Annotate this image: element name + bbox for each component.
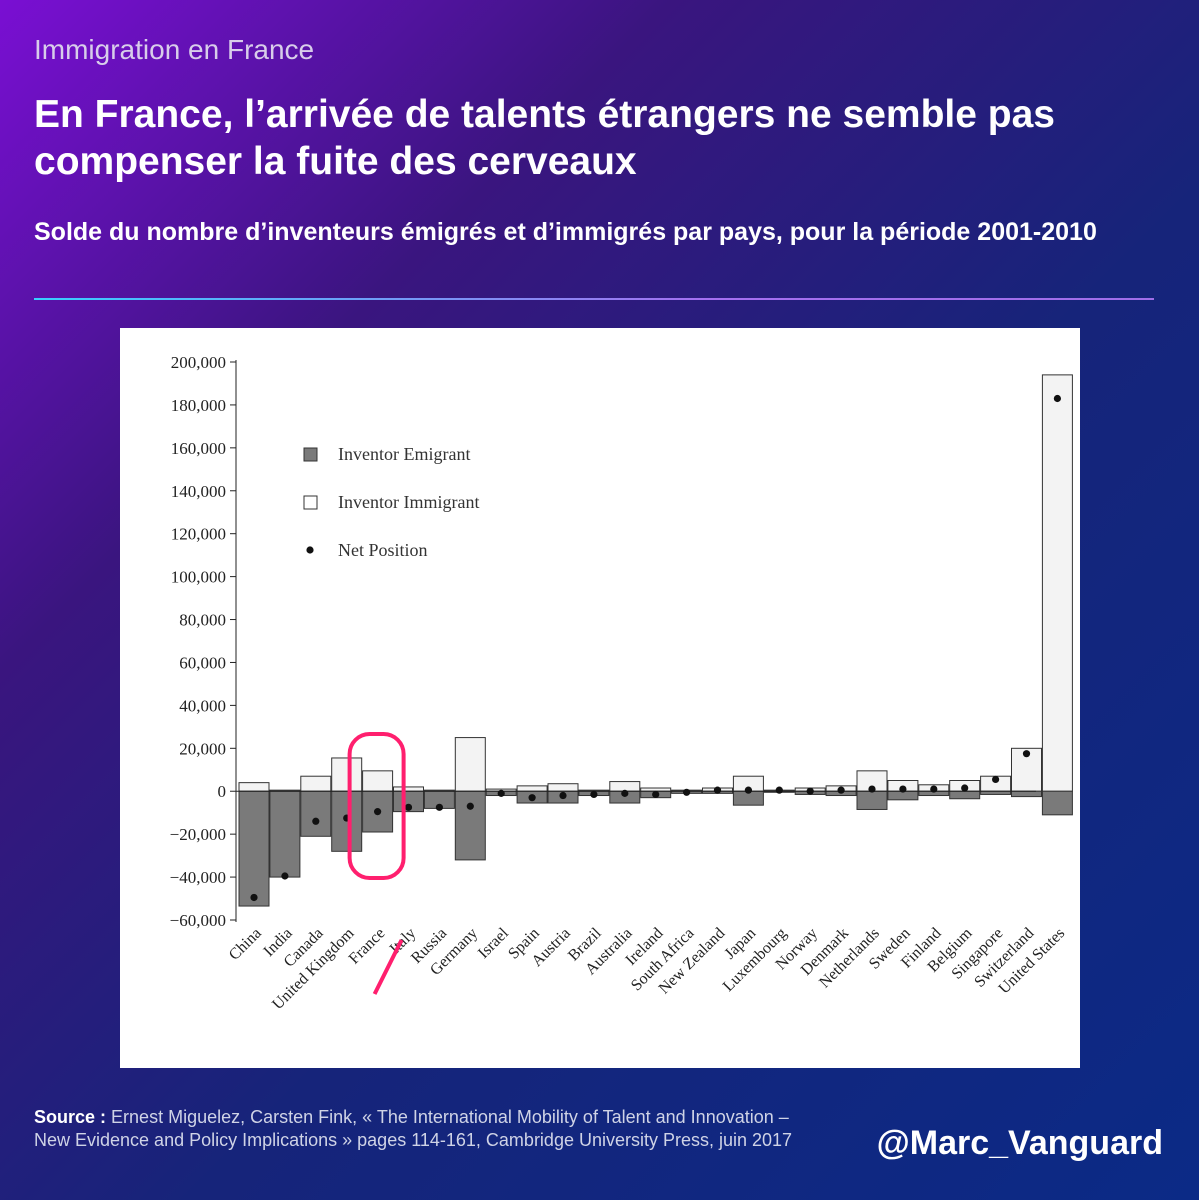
x-category-label: China [226, 925, 265, 964]
emigrant-bar [238, 790, 270, 907]
net-position-dot [868, 785, 876, 793]
net-position-dot [559, 791, 567, 800]
legend-label: Inventor Emigrant [338, 444, 470, 464]
net-position-dot [497, 789, 505, 797]
emigrant-bar [454, 790, 486, 861]
legend-label: Inventor Immigrant [338, 492, 479, 512]
net-position-dot [281, 872, 289, 880]
immigrant-bar [331, 757, 363, 792]
y-tick-label: 180,000 [171, 396, 226, 415]
emigrant-bar [1011, 790, 1042, 798]
y-tick-label: −60,000 [170, 911, 226, 930]
immigrant-bar [547, 783, 579, 792]
france-underline-mark [372, 939, 404, 995]
bar-chart: 200,000 180,000 160,000 140,000 120,000 100,0… [170, 353, 1073, 1013]
source-text: Ernest Miguelez, Carsten Fink, « The Int… [34, 1107, 793, 1151]
immigrant-bar [362, 770, 394, 792]
france-highlight-ring [347, 732, 406, 880]
chart-panel: 200,000 180,000 160,000 140,000 120,000 100,0… [120, 328, 1080, 1068]
net-position-dot [744, 786, 753, 794]
legend-swatch [303, 447, 318, 462]
immigrant-bar [1041, 374, 1073, 792]
immigrant-bar [454, 737, 486, 792]
y-tick-label: 80,000 [179, 611, 226, 630]
net-position-dot [775, 786, 783, 794]
emigrant-bar [269, 790, 301, 878]
y-tick-label: −20,000 [170, 825, 226, 844]
y-tick-label: 140,000 [171, 482, 226, 501]
emigrant-bar [1041, 790, 1073, 816]
legend-swatch [303, 495, 318, 510]
y-tick-label: 20,000 [179, 739, 226, 758]
net-position-dot [404, 803, 413, 811]
net-position-dot [312, 817, 320, 825]
net-position-dot [961, 784, 969, 792]
author-handle: @Marc_Vanguard [876, 1124, 1163, 1162]
net-position-dot [930, 785, 938, 793]
emigrant-bar [856, 790, 888, 810]
net-position-dot [992, 775, 1000, 784]
net-position-dot [466, 802, 474, 810]
net-position-dot [374, 808, 382, 816]
legend-swatch [306, 546, 314, 554]
net-position-dot [683, 788, 691, 796]
net-position-dot [250, 893, 258, 902]
immigrant-bar [1011, 747, 1042, 792]
y-tick-label: 60,000 [179, 653, 226, 672]
source-note: Source : Ernest Miguelez, Carsten Fink, … [34, 1106, 814, 1153]
y-tick-label: 160,000 [171, 439, 226, 458]
y-tick-label: 100,000 [171, 568, 226, 587]
x-category-label: Israel [475, 924, 513, 962]
net-position-dot [528, 794, 536, 802]
y-tick-label: 200,000 [171, 353, 226, 372]
divider-line [34, 298, 1154, 300]
y-tick-label: −40,000 [170, 868, 226, 887]
emigrant-bar [949, 790, 981, 800]
immigrant-bar [516, 785, 548, 792]
net-position-dot [590, 790, 598, 799]
immigrant-bar [393, 786, 424, 792]
immigrant-bar [300, 775, 332, 792]
net-position-dot [806, 787, 814, 795]
net-position-dot [652, 790, 660, 799]
net-position-dot [899, 785, 907, 793]
emigrant-bar [300, 790, 332, 837]
headline: En France, l’arrivée de talents étranger… [34, 93, 1055, 183]
y-tick-label: 120,000 [171, 525, 226, 544]
net-position-dot [435, 803, 443, 811]
net-position-dot [713, 786, 722, 794]
net-position-dot [837, 786, 845, 794]
y-tick-label: 40,000 [179, 696, 226, 715]
net-position-dot [1053, 394, 1061, 403]
source-label: Source : [34, 1107, 107, 1127]
kicker-label: Immigration en France [34, 34, 315, 65]
immigrant-bar [238, 782, 270, 792]
legend-label: Net Position [338, 540, 428, 560]
chart-subtitle: Solde du nombre d’inventeurs émigrés et … [34, 218, 1097, 246]
x-category-label: France [346, 925, 389, 968]
net-position-dot [1022, 750, 1031, 758]
net-position-dot [621, 789, 629, 797]
y-tick-label: 0 [218, 782, 227, 801]
